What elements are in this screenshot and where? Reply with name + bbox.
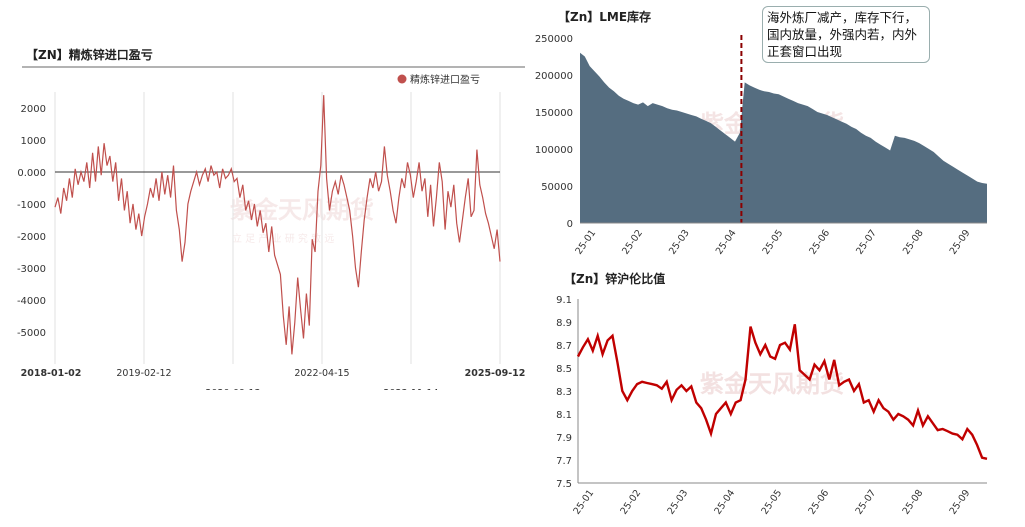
y-tick-label: 100000 xyxy=(535,145,573,156)
y-tick-label: -1000 xyxy=(17,200,46,211)
left-line-chart: 2000 1000 0.000 -1000 -2000 -3000 -4000 -5000 2… xyxy=(17,66,526,390)
x-tick-label: 25-09 xyxy=(948,488,973,517)
x-tick-label: 2023-11-14 xyxy=(383,388,438,390)
y-tick-label: 7.5 xyxy=(556,479,572,490)
y-tick-label: 8.3 xyxy=(556,387,572,398)
y-tick-label: 8.9 xyxy=(556,318,572,329)
x-tick-label: 25-02 xyxy=(620,228,645,257)
watermark-tagline: 立 足 产 业 研 究 致 远 xyxy=(232,234,335,245)
ratio-line-chart: 9.1 8.9 8.7 8.5 8.3 8.1 7.9 7.7 7.5 25-01 25-02 25… xyxy=(556,295,988,517)
import-profit-series-line xyxy=(54,95,501,355)
y-tick-label: 2000 xyxy=(21,104,46,115)
ratio-chart-title: 【Zn】锌沪伦比值 xyxy=(564,272,666,286)
x-tick-label: 2019-02-12 xyxy=(116,368,171,379)
x-tick-label: 2025-09-12 xyxy=(465,368,526,379)
lme-stock-area-chart: 250000 200000 150000 100000 50000 0 25-01 25-0… xyxy=(535,34,987,257)
ratio-series-line xyxy=(576,324,988,460)
x-tick-label: 25-05 xyxy=(761,228,786,257)
y-tick-label: 0.000 xyxy=(17,168,46,179)
legend-marker xyxy=(397,74,407,84)
lme-stock-area xyxy=(580,52,987,223)
y-tick-label: 150000 xyxy=(535,108,573,119)
x-tick-label: 2022-04-15 xyxy=(294,368,349,379)
x-tick-label: 25-04 xyxy=(714,228,739,257)
lme-stock-title: 【Zn】LME库存 xyxy=(558,10,652,24)
x-tick-label: 25-06 xyxy=(807,228,832,257)
y-tick-label: 200000 xyxy=(535,71,573,82)
y-tick-label: -3000 xyxy=(17,264,46,275)
watermark: 紫金天风期货 xyxy=(700,370,844,398)
x-tick-label: 25-01 xyxy=(571,488,596,517)
y-tick-label: 8.1 xyxy=(556,410,572,421)
annotation-callout: 海外炼厂减产，库存下行，国内放量，外强内若，内外正套窗口出现 xyxy=(762,6,930,63)
x-tick-label: 2018-01-02 xyxy=(21,368,82,379)
y-tick-label: 7.9 xyxy=(556,433,572,444)
y-tick-label: 9.1 xyxy=(556,295,572,306)
x-tick-label: 25-02 xyxy=(618,488,643,517)
x-tick-label: 25-06 xyxy=(807,488,832,517)
left-chart-title: 【ZN】精炼锌进口盈亏 xyxy=(26,48,153,62)
y-tick-label: 0 xyxy=(567,219,573,230)
x-tick-label: 25-07 xyxy=(854,228,879,257)
legend-label: 精炼锌进口盈亏 xyxy=(410,73,480,86)
x-tick-label: 2020-09-13 xyxy=(205,388,260,390)
y-tick-label: -5000 xyxy=(17,328,46,339)
x-tick-label: 25-05 xyxy=(759,488,784,517)
x-tick-label: 25-08 xyxy=(901,488,926,517)
x-tick-label: 25-07 xyxy=(854,488,879,517)
y-tick-label: 250000 xyxy=(535,34,573,45)
y-tick-label: -2000 xyxy=(17,232,46,243)
y-tick-label: 7.7 xyxy=(556,456,572,467)
y-tick-label: 1000 xyxy=(21,136,46,147)
y-tick-label: -4000 xyxy=(17,296,46,307)
x-tick-label: 25-03 xyxy=(665,488,690,517)
y-tick-label: 8.5 xyxy=(556,364,572,375)
legend: 精炼锌进口盈亏 xyxy=(397,73,480,86)
x-tick-label: 25-01 xyxy=(573,228,598,257)
x-tick-label: 25-03 xyxy=(667,228,692,257)
y-tick-label: 8.7 xyxy=(556,341,572,352)
y-tick-label: 50000 xyxy=(541,182,573,193)
x-tick-label: 25-08 xyxy=(901,228,926,257)
x-tick-label: 25-09 xyxy=(948,228,973,257)
x-tick-label: 25-04 xyxy=(712,488,737,517)
